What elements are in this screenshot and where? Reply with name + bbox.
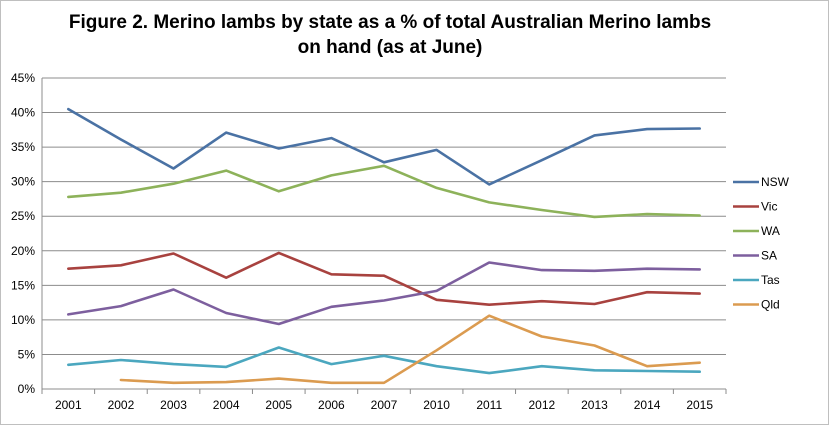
legend-label-wa: WA <box>761 224 780 238</box>
y-tick-label: 40% <box>11 106 35 120</box>
x-tick-label: 2005 <box>265 398 292 412</box>
legend-label-nsw: NSW <box>761 175 790 189</box>
y-tick-label: 35% <box>11 140 35 154</box>
y-tick-label: 10% <box>11 313 35 327</box>
x-tick-label: 2011 <box>476 398 502 412</box>
x-tick-label: 2003 <box>160 398 187 412</box>
x-tick-label: 2012 <box>528 398 555 412</box>
series-line-nsw <box>67 107 701 186</box>
legend-label-qld: Qld <box>761 298 780 312</box>
series-line-sa <box>67 261 701 326</box>
x-tick-label: 2006 <box>318 398 345 412</box>
y-tick-label: 20% <box>11 244 35 258</box>
legend-label-sa: SA <box>761 249 777 263</box>
legend: NSW Vic WA SA Tas Qld <box>733 175 790 312</box>
x-tick-label: 2015 <box>686 398 713 412</box>
x-tick-label: 2002 <box>108 398 135 412</box>
y-tick-label: 30% <box>11 175 35 189</box>
y-tick-label: 45% <box>11 71 35 85</box>
legend-label-tas: Tas <box>761 273 780 287</box>
series-lines <box>67 107 701 385</box>
x-tick-label: 2010 <box>423 398 450 412</box>
y-tick-label: 25% <box>11 209 35 223</box>
y-tick-label: 15% <box>11 278 35 292</box>
x-tick-label: 2004 <box>213 398 240 412</box>
x-tick-label: 2014 <box>634 398 661 412</box>
x-tick-label: 2001 <box>55 398 82 412</box>
series-line-qld <box>119 314 701 385</box>
y-axis: 0% 5% 10% 15% 20% 25% 30% 35% 40% 45% <box>11 71 43 396</box>
series-line-tas <box>67 346 701 375</box>
series-line-wa <box>67 164 701 219</box>
series-line-vic <box>67 251 701 306</box>
y-tick-label: 0% <box>18 382 36 396</box>
chart-title: Figure 2. Merino lambs by state as a % o… <box>68 12 712 58</box>
x-tick-label: 2013 <box>581 398 608 412</box>
legend-label-vic: Vic <box>761 200 777 214</box>
x-tick-label: 2007 <box>371 398 398 412</box>
x-axis: 2001 2002 2003 2004 2005 2006 2007 2010 2011 2012… <box>41 388 727 412</box>
y-tick-label: 5% <box>18 347 36 361</box>
